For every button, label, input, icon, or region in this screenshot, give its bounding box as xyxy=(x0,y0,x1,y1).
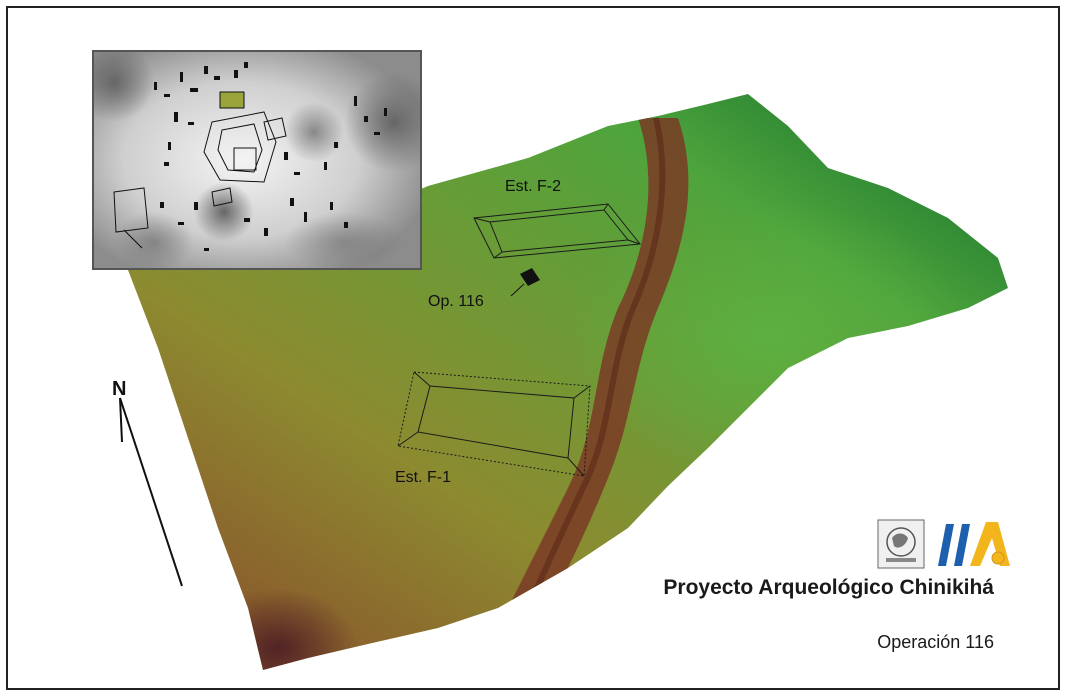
map-frame: Est. F-2 Op. 116 Est. F-1 N xyxy=(6,6,1060,690)
project-title: Proyecto Arqueológico Chinikihá xyxy=(663,576,994,599)
structure-f2-outline xyxy=(473,203,641,259)
structure-f1-outline xyxy=(397,371,591,477)
structure-f2-label: Est. F-2 xyxy=(505,178,562,195)
ridge-escarpment xyxy=(508,118,689,608)
iia-logo-icon xyxy=(938,522,1010,566)
north-label: N xyxy=(112,378,127,400)
institution-logos xyxy=(877,519,1010,569)
unam-seal-icon xyxy=(877,519,925,569)
operation-subtitle: Operación 116 xyxy=(877,632,994,652)
terrain-model xyxy=(119,94,1008,670)
site-plan-inset xyxy=(92,50,422,270)
operation-leader-line xyxy=(510,283,525,297)
structure-f1-label: Est. F-1 xyxy=(395,469,452,486)
north-arrow-icon xyxy=(119,397,183,587)
operation-116-marker xyxy=(520,268,540,286)
operation-116-label: Op. 116 xyxy=(428,293,484,310)
site-plan-icon xyxy=(94,52,420,268)
